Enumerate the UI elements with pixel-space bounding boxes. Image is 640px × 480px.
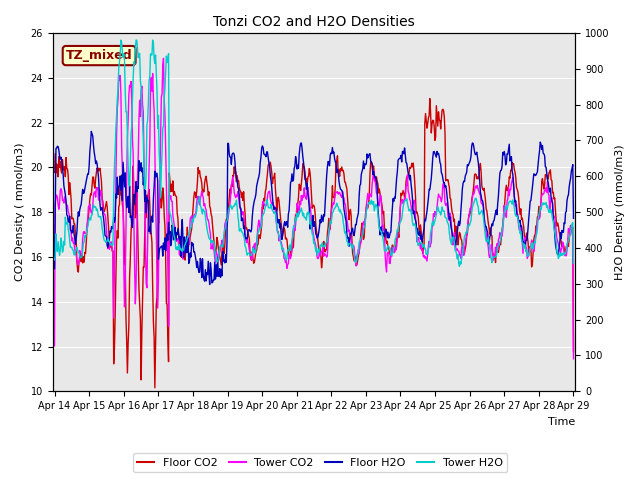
Floor H2O: [570, 216, 577, 221]
Tower CO2: [393, 244, 401, 250]
Line: Floor H2O: Floor H2O: [54, 132, 573, 285]
Floor CO2: [195, 165, 202, 170]
Tower H2O: [117, 37, 125, 43]
Tower CO2: [60, 200, 68, 206]
Tower H2O: [51, 257, 58, 263]
X-axis label: Time: Time: [548, 417, 575, 427]
Floor CO2: [151, 385, 159, 391]
Tower CO2: [195, 193, 202, 199]
Floor H2O: [206, 282, 214, 288]
Floor CO2: [167, 189, 175, 194]
Floor H2O: [378, 230, 386, 236]
Tower H2O: [378, 228, 385, 234]
Tower H2O: [393, 231, 401, 237]
Tower CO2: [167, 193, 175, 199]
Floor CO2: [570, 349, 577, 355]
Floor CO2: [426, 96, 434, 101]
Floor CO2: [393, 235, 401, 240]
Floor CO2: [378, 200, 385, 205]
Y-axis label: H2O Density (mmol/m3): H2O Density (mmol/m3): [615, 144, 625, 280]
Y-axis label: CO2 Density ( mmol/m3): CO2 Density ( mmol/m3): [15, 143, 25, 281]
Floor CO2: [51, 169, 58, 175]
Line: Floor CO2: Floor CO2: [54, 98, 573, 388]
Floor H2O: [51, 266, 58, 272]
Floor H2O: [114, 192, 122, 197]
Floor H2O: [60, 183, 68, 189]
Tower CO2: [51, 343, 58, 348]
Text: TZ_mixed: TZ_mixed: [66, 49, 132, 62]
Floor H2O: [195, 265, 202, 271]
Tower H2O: [113, 96, 121, 102]
Tower H2O: [167, 213, 175, 218]
Floor H2O: [167, 243, 175, 249]
Tower CO2: [159, 56, 167, 61]
Floor H2O: [88, 129, 95, 134]
Tower CO2: [378, 200, 385, 205]
Floor CO2: [60, 168, 68, 173]
Tower H2O: [60, 239, 68, 244]
Tower H2O: [195, 198, 202, 204]
Floor H2O: [394, 168, 401, 174]
Legend: Floor CO2, Tower CO2, Floor H2O, Tower H2O: Floor CO2, Tower CO2, Floor H2O, Tower H…: [133, 453, 507, 472]
Line: Tower CO2: Tower CO2: [54, 59, 573, 359]
Tower CO2: [113, 105, 121, 111]
Tower H2O: [456, 264, 463, 269]
Line: Tower H2O: Tower H2O: [54, 40, 573, 266]
Tower CO2: [570, 356, 577, 361]
Tower H2O: [570, 261, 577, 266]
Floor CO2: [113, 228, 121, 233]
Title: Tonzi CO2 and H2O Densities: Tonzi CO2 and H2O Densities: [213, 15, 415, 29]
